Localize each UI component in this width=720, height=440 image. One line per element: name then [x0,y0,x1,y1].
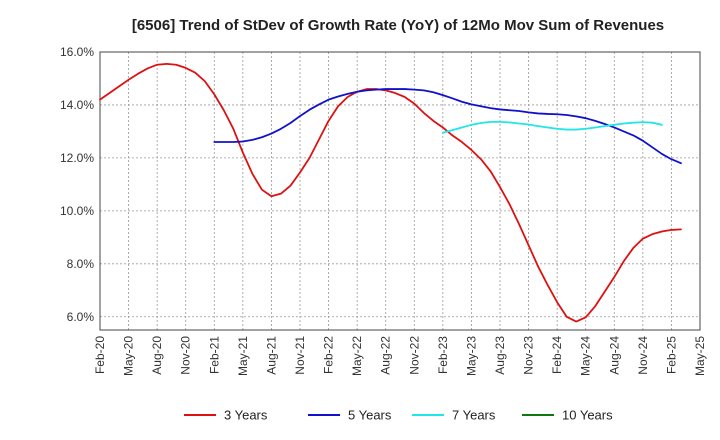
series-layer [99,63,682,323]
legend-label: 5 Years [348,408,392,423]
x-tick-label: Feb-24 [550,336,564,374]
chart-title: [6506] Trend of StDev of Growth Rate (Yo… [132,17,664,34]
legend-label: 10 Years [562,408,613,423]
x-tick-label: Nov-21 [293,336,307,375]
grid-layer [100,51,700,330]
x-tick-label: May-25 [693,336,707,376]
x-tick-label: Nov-24 [636,336,650,375]
y-tick-label: 12.0% [60,151,94,165]
x-axis-ticks: Feb-20 May-20 Aug-20 Nov-20 Feb-21 May-21 Aug-… [93,336,707,376]
legend: 3 Years 5 Years 7 Years 10 Years [184,408,613,423]
x-tick-label: Aug-21 [264,336,278,375]
legend-label: 3 Years [224,408,268,423]
series-line-7-years [441,121,663,134]
x-tick-label: May-21 [236,336,250,376]
x-tick-label: Feb-23 [436,336,450,374]
x-tick-label: Aug-20 [150,336,164,375]
x-tick-label: Feb-22 [322,336,336,374]
x-tick-label: Aug-23 [493,336,507,375]
plot-frame [99,51,701,331]
x-tick-label: Feb-20 [93,336,107,374]
x-tick-label: Aug-24 [607,336,621,375]
x-tick-label: Nov-23 [522,336,536,375]
x-tick-label: Feb-21 [207,336,221,374]
series-line-5-years [213,88,682,165]
y-tick-label: 8.0% [67,257,95,271]
y-tick-label: 10.0% [60,204,94,218]
x-tick-label: May-24 [579,336,593,376]
x-tick-label: May-23 [464,336,478,376]
y-axis-ticks: 6.0% 8.0% 10.0% 12.0% 14.0% 16.0% [60,45,94,324]
series-line-3-years [99,63,682,323]
y-tick-label: 6.0% [67,310,95,324]
x-tick-label: Aug-22 [379,336,393,375]
y-tick-label: 16.0% [60,45,94,59]
x-tick-label: Nov-20 [179,336,193,375]
x-tick-label: May-20 [122,336,136,376]
x-tick-label: Feb-25 [664,336,678,374]
y-tick-label: 14.0% [60,98,94,112]
legend-label: 7 Years [452,408,496,423]
x-tick-label: May-22 [350,336,364,376]
x-tick-label: Nov-22 [407,336,421,375]
